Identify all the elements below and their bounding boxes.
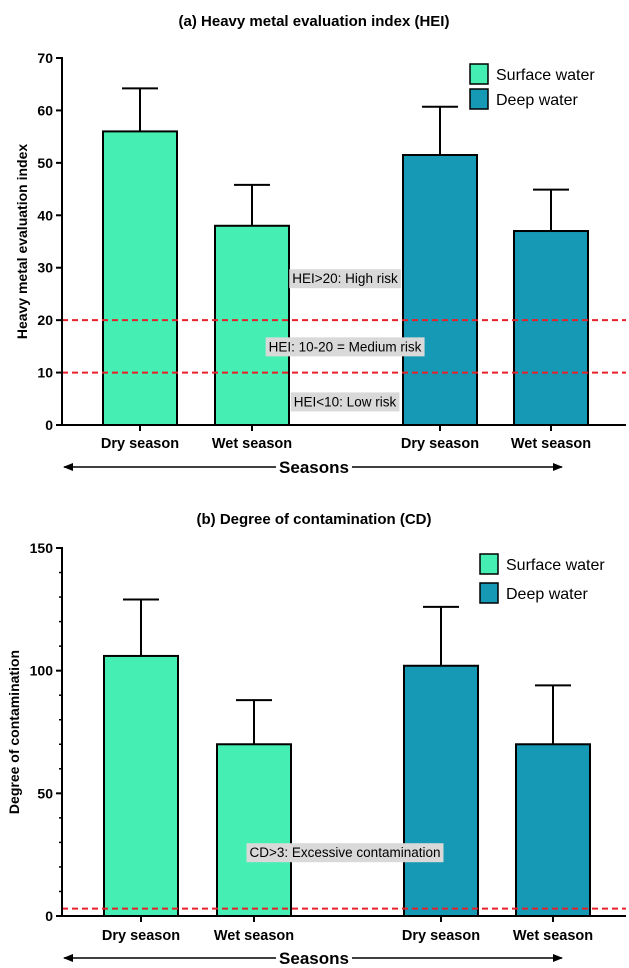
y-tick-label: 100: [30, 663, 54, 679]
x-tick-label: Wet season: [513, 928, 593, 944]
legend-swatch: [469, 63, 489, 85]
chart-title: (b) Degree of contamination (CD): [197, 511, 432, 528]
legend-swatch: [469, 88, 489, 110]
risk-annotation-bg: [246, 843, 444, 863]
y-axis-label: Degree of contamination: [6, 650, 22, 814]
risk-annotation-bg: [289, 269, 401, 289]
risk-annotation: HEI: 10-20 = Medium risk: [269, 339, 422, 354]
risk-annotation-bg: [290, 392, 400, 412]
y-tick-label: 20: [37, 312, 53, 328]
x-tick-label: Wet season: [212, 436, 292, 452]
x-tick-label: Wet season: [214, 928, 294, 944]
bar-surface-dry: [102, 130, 178, 426]
y-tick-label: 150: [30, 540, 54, 556]
legend-label: Deep water: [496, 92, 578, 109]
x-tick-label: Dry season: [102, 928, 180, 944]
x-tick-label: Dry season: [101, 436, 179, 452]
risk-annotation: HEI<10: Low risk: [294, 394, 397, 409]
bar-surface-wet: [214, 224, 290, 426]
legend-label: Surface water: [506, 557, 605, 574]
legend-swatch: [479, 582, 499, 604]
y-tick-label: 60: [37, 102, 53, 118]
risk-annotation-bg: [265, 337, 425, 357]
risk-annotation: CD>3: Excessive contamination: [250, 845, 441, 860]
x-axis-label: Seasons: [279, 458, 349, 477]
legend-item: Deep water: [469, 88, 578, 110]
y-tick-label: 50: [37, 785, 53, 801]
x-tick-label: Dry season: [401, 436, 479, 452]
y-tick-label: 0: [45, 908, 53, 924]
x-tick-label: Wet season: [511, 436, 591, 452]
legend-swatch: [479, 553, 499, 575]
y-tick-label: 70: [37, 50, 53, 66]
x-axis-label: Seasons: [279, 949, 349, 968]
chart-title: (a) Heavy metal evaluation index (HEI): [179, 13, 450, 30]
x-tick-label: Dry season: [402, 928, 480, 944]
bar-surface-dry: [103, 654, 179, 917]
y-tick-label: 40: [37, 207, 53, 223]
legend-item: Surface water: [479, 553, 605, 575]
bar-deep-wet: [515, 743, 591, 917]
y-tick-label: 50: [37, 155, 53, 171]
bar-deep-dry: [403, 664, 479, 918]
y-axis-label: Heavy metal evaluation index: [14, 144, 30, 340]
legend-label: Deep water: [506, 586, 588, 603]
legend-item: Deep water: [479, 582, 588, 604]
chart-panel-a: (a) Heavy metal evaluation index (HEI) He…: [14, 13, 626, 477]
bar-surface-wet: [216, 743, 292, 917]
bar-deep-dry: [402, 153, 478, 426]
y-tick-label: 10: [37, 365, 53, 381]
legend-label: Surface water: [496, 67, 595, 84]
bar-deep-wet: [513, 230, 589, 426]
chart-panel-b: (b) Degree of contamination (CD) Degree o…: [6, 511, 626, 968]
y-tick-label: 0: [45, 417, 53, 433]
risk-annotation: HEI>20: High risk: [292, 271, 398, 286]
legend-item: Surface water: [469, 63, 595, 85]
y-tick-label: 30: [37, 260, 53, 276]
